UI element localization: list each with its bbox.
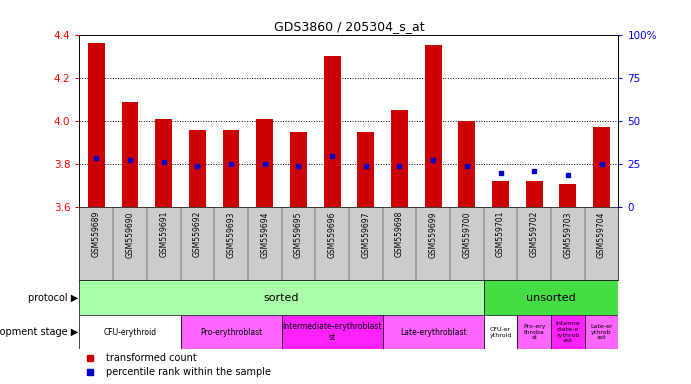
Bar	[223, 130, 240, 207]
Bar	[155, 119, 172, 207]
Text: Interme
diate-e
rythrob
ast: Interme diate-e rythrob ast	[556, 321, 580, 343]
Text: unsorted: unsorted	[527, 293, 576, 303]
Bar	[256, 119, 273, 207]
Text: GSM559702: GSM559702	[530, 211, 539, 257]
Bar	[560, 184, 576, 207]
Text: GSM559699: GSM559699	[428, 211, 437, 258]
Bar	[383, 315, 484, 349]
Text: GSM559695: GSM559695	[294, 211, 303, 258]
Bar	[593, 127, 610, 207]
Text: GSM559701: GSM559701	[496, 211, 505, 257]
Text: GSM559693: GSM559693	[227, 211, 236, 258]
Bar	[180, 315, 281, 349]
Text: CFU-erythroid: CFU-erythroid	[104, 328, 157, 337]
Bar	[484, 280, 618, 315]
Text: CFU-er
ythroid: CFU-er ythroid	[489, 327, 512, 338]
Bar	[189, 130, 206, 207]
Bar	[551, 315, 585, 349]
Bar	[518, 315, 551, 349]
Text: percentile rank within the sample: percentile rank within the sample	[106, 367, 272, 377]
Text: Intermediate-erythroblast
st: Intermediate-erythroblast st	[283, 323, 382, 342]
Bar	[526, 182, 542, 207]
Text: Late-er
ythrob
ast: Late-er ythrob ast	[590, 324, 613, 341]
Bar	[323, 56, 341, 207]
Bar	[290, 132, 307, 207]
Text: GSM559690: GSM559690	[126, 211, 135, 258]
Bar	[88, 43, 105, 207]
Text: GSM559704: GSM559704	[597, 211, 606, 258]
Text: GSM559698: GSM559698	[395, 211, 404, 257]
Text: GSM559691: GSM559691	[159, 211, 168, 257]
Text: Pro-erythroblast: Pro-erythroblast	[200, 328, 262, 337]
Text: GSM559694: GSM559694	[261, 211, 269, 258]
Text: GSM559689: GSM559689	[92, 211, 101, 257]
Text: GSM559692: GSM559692	[193, 211, 202, 257]
Title: GDS3860 / 205304_s_at: GDS3860 / 205304_s_at	[274, 20, 424, 33]
Text: sorted: sorted	[264, 293, 299, 303]
Text: transformed count: transformed count	[106, 353, 197, 363]
Bar	[585, 315, 618, 349]
Bar	[79, 315, 180, 349]
Text: Late-erythroblast: Late-erythroblast	[400, 328, 466, 337]
Bar	[122, 101, 138, 207]
Text: GSM559703: GSM559703	[563, 211, 572, 258]
Bar	[357, 132, 375, 207]
Bar	[458, 121, 475, 207]
Text: development stage ▶: development stage ▶	[0, 327, 78, 337]
Text: Pro-ery
throba
st: Pro-ery throba st	[523, 324, 545, 341]
Bar	[425, 45, 442, 207]
Bar	[282, 315, 383, 349]
Text: GSM559700: GSM559700	[462, 211, 471, 258]
Text: GSM559697: GSM559697	[361, 211, 370, 258]
Bar	[79, 280, 484, 315]
Text: protocol ▶: protocol ▶	[28, 293, 78, 303]
Bar	[391, 110, 408, 207]
Bar	[492, 182, 509, 207]
Bar	[484, 315, 518, 349]
Text: GSM559696: GSM559696	[328, 211, 337, 258]
